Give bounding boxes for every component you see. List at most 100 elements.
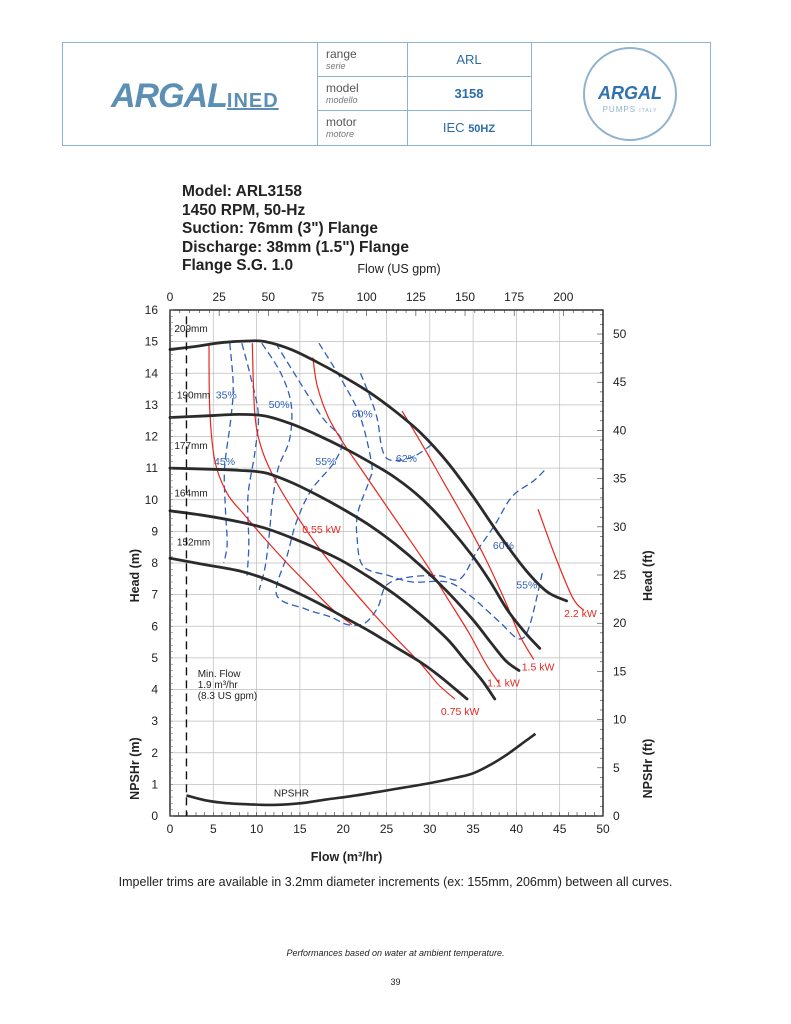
- y-tick-label: 14: [145, 366, 159, 380]
- rpm-line: 1450 RPM, 50-Hz: [182, 201, 306, 219]
- power-curve-22kW: [537, 509, 585, 611]
- y-tick-label: 2: [151, 746, 158, 760]
- x2-axis-title: Flow (US gpm): [357, 262, 440, 276]
- head-curve-152mm: [168, 556, 469, 701]
- y-axis-title: Head (m): [128, 549, 142, 602]
- efficiency-curve-45pct: [241, 343, 260, 576]
- efficiency-curve-60pct: [318, 342, 544, 640]
- efficiency-label: 60%: [352, 409, 373, 421]
- y-tick-label: 11: [146, 461, 159, 475]
- brand-logo: ARGALINED: [111, 77, 279, 116]
- range-value: ARL: [456, 52, 482, 67]
- y2-tick-label: 25: [613, 568, 627, 582]
- power-label: 0.55 kW: [302, 524, 341, 536]
- efficiency-label: 45%: [214, 456, 235, 468]
- power-curve-075kW: [251, 343, 456, 700]
- brand-suffix: INED: [226, 90, 279, 112]
- npshr-label: NPSHR: [274, 788, 309, 799]
- motor-label-it: motore: [326, 129, 355, 139]
- range-label: range: [326, 47, 357, 61]
- model-label: model: [326, 81, 359, 95]
- y-tick-label: 13: [145, 398, 159, 412]
- power-label: 0.75 kW: [441, 706, 480, 718]
- efficiency-curve-50pct: [258, 342, 293, 591]
- y-tick-label: 0: [151, 809, 158, 823]
- header-values: ARL 3158 IEC 50HZ: [407, 43, 532, 145]
- impeller-label: 209mm: [174, 324, 207, 335]
- npshr-curve: [186, 732, 537, 807]
- x2-tick-label: 75: [311, 290, 325, 304]
- x2-tick-label: 100: [357, 290, 377, 304]
- power-curves: 0.55 kW 0.75 kW 1.1 kW1.5 kW 2.2 kW: [208, 343, 597, 718]
- power-curve-15kW: [401, 410, 535, 660]
- y-axis-title-npshr: NPSHr (m): [128, 737, 142, 800]
- x-tick-label: 10: [250, 822, 264, 836]
- impeller-label: 164mm: [174, 489, 207, 500]
- y-tick-label: 4: [151, 683, 158, 697]
- argal-pumps-badge-icon: ARGAL PUMPS ITALY: [583, 47, 677, 141]
- axes: [169, 309, 604, 817]
- x-tick-label: 35: [466, 822, 480, 836]
- y-tick-label: 3: [151, 714, 158, 728]
- x-tick-label: 5: [210, 822, 217, 836]
- x-tick-label: 50: [596, 822, 610, 836]
- head-curve-209mm: [168, 339, 569, 603]
- head-curve-177mm: [168, 466, 521, 672]
- brand-logo-cell: ARGALINED: [63, 43, 318, 145]
- x-tick-label: 15: [293, 822, 307, 836]
- motor-value: 50HZ: [468, 123, 496, 135]
- model-line: Model: ARL3158: [182, 183, 303, 200]
- y-tick-label: 12: [145, 430, 159, 444]
- impeller-label: 190mm: [177, 391, 210, 402]
- efficiency-curve-35pct: [223, 343, 234, 564]
- impeller-label: 177mm: [174, 441, 207, 452]
- efficiency-label: 35%: [216, 390, 237, 402]
- power-label: 2.2 kW: [564, 608, 597, 620]
- motor-prefix: IEC: [442, 120, 465, 135]
- x-tick-label: 0: [167, 822, 174, 836]
- motor-label: motor: [326, 115, 357, 129]
- badge-cell: ARGAL PUMPS ITALY: [531, 43, 711, 145]
- x-axis-title: Flow (m³/hr): [311, 850, 383, 864]
- power-label: 1.1 kW: [487, 677, 520, 689]
- y-tick-label: 7: [151, 588, 158, 602]
- model-label-it: modello: [326, 95, 358, 105]
- sg-line: Flange S.G. 1.0: [182, 257, 294, 274]
- min-flow-label: Min. Flow: [198, 669, 242, 680]
- min-flow-label: 1.9 m³/hr: [198, 680, 239, 691]
- y2-tick-label: 15: [613, 664, 627, 678]
- efficiency-label: 50%: [269, 399, 290, 411]
- y-tick-label: 15: [145, 335, 159, 349]
- x-tick-label: 40: [510, 822, 524, 836]
- y2-axis-title-npshr: NPSHr (ft): [641, 739, 655, 799]
- min-flow-label: (8.3 US gpm): [198, 691, 257, 702]
- trim-note: Impeller trims are available in 3.2mm di…: [118, 875, 673, 889]
- y2-tick-label: 45: [613, 375, 627, 389]
- x2-tick-label: 175: [504, 290, 524, 304]
- x2-tick-label: 50: [262, 290, 276, 304]
- y-tick-label: 8: [151, 556, 158, 570]
- power-curve-11kW: [312, 357, 500, 684]
- y2-tick-label: 10: [613, 713, 627, 727]
- head-curve-164mm: [168, 509, 497, 701]
- performance-note: Performances based on water at ambient t…: [286, 948, 505, 958]
- y-tick-label: 16: [145, 303, 159, 317]
- x2-tick-label: 25: [212, 290, 226, 304]
- y2-tick-label: 50: [613, 327, 627, 341]
- y2-axis-title: Head (ft): [641, 550, 655, 601]
- head-curve-190mm: [168, 412, 542, 650]
- header-labels: range serie model modello motor motore: [317, 43, 408, 145]
- x2-tick-label: 125: [406, 290, 426, 304]
- y-tick-label: 1: [151, 777, 158, 791]
- model-info: Model: ARL3158 1450 RPM, 50-Hz Suction: …: [182, 183, 409, 276]
- grid: [169, 309, 604, 817]
- suction-line: Suction: 76mm (3") Flange: [182, 220, 378, 237]
- efficiency-curve-55pct: [275, 342, 548, 627]
- brand-main: ARGAL: [111, 77, 228, 115]
- y-tick-label: 9: [151, 524, 158, 538]
- header-box: ARGALINED range serie model modello motor m…: [62, 42, 711, 146]
- badge-brand: ARGAL: [598, 83, 662, 103]
- x2-tick-label: 200: [553, 290, 573, 304]
